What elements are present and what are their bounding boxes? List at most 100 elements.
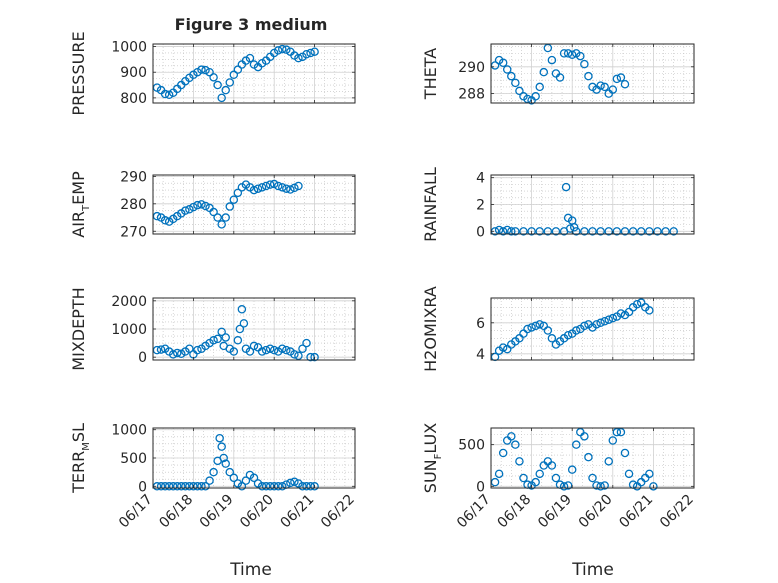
data-point — [205, 476, 214, 485]
y-tick-label: 800 — [120, 91, 147, 107]
y-tick-label: 0 — [476, 479, 485, 495]
y-tick-label: 500 — [120, 451, 147, 467]
data-point — [302, 482, 311, 491]
data-point — [559, 482, 569, 491]
y-axis-label: MIXDEPTH — [69, 287, 88, 370]
data-point — [551, 227, 561, 236]
data-point — [511, 78, 520, 88]
data-point — [221, 333, 230, 342]
data-point — [576, 51, 585, 61]
data-point — [221, 85, 230, 95]
data-point — [209, 336, 218, 345]
data-point — [213, 334, 222, 344]
data-point — [669, 227, 678, 236]
data-point — [632, 299, 642, 309]
data-point — [217, 327, 226, 337]
data-point — [221, 459, 230, 468]
data-point — [181, 206, 190, 215]
data-point — [294, 351, 303, 361]
data-point — [201, 201, 210, 211]
data-point — [282, 184, 291, 193]
data-point — [217, 220, 226, 229]
data-point — [278, 344, 287, 353]
y-tick-label: 2 — [476, 198, 485, 214]
data-point — [205, 67, 214, 77]
data-point — [563, 49, 573, 58]
data-point — [612, 427, 622, 437]
subplot-pressure: 800 900 1000 PRESSURE — [69, 31, 356, 116]
data-point — [584, 452, 593, 462]
data-point — [596, 482, 605, 491]
data-point — [229, 473, 239, 483]
data-point — [278, 183, 287, 192]
data-point — [507, 71, 516, 81]
data-point — [519, 329, 528, 338]
data-point — [310, 352, 319, 362]
data-point — [229, 70, 239, 80]
y-tick-label: 0 — [138, 350, 147, 366]
y-axis-label: SUNFLUX — [421, 423, 444, 493]
y-tick-label: 1000 — [111, 423, 147, 439]
data-point — [535, 320, 544, 329]
data-point — [164, 90, 174, 100]
data-point — [298, 344, 307, 353]
data-point — [494, 469, 504, 479]
data-point — [193, 482, 202, 491]
data-point — [563, 481, 573, 490]
data-point — [233, 65, 243, 74]
data-point — [539, 461, 549, 470]
axes-frame — [490, 297, 695, 361]
data-point — [201, 482, 210, 491]
data-point — [225, 467, 235, 477]
axes-frame — [490, 427, 695, 489]
axes-frame — [152, 43, 356, 104]
data-point — [185, 482, 194, 491]
data-point — [294, 53, 303, 63]
data-point — [273, 46, 283, 55]
data-point — [225, 202, 235, 211]
data-point — [213, 80, 222, 90]
subplot-rainfall: 0 2 4 RAINFALL — [421, 167, 695, 242]
data-point — [156, 345, 166, 354]
data-point — [172, 348, 182, 358]
x-tick-label: 06/20 — [237, 492, 277, 532]
data-point — [519, 227, 528, 236]
data-point — [653, 227, 662, 236]
data-point — [164, 482, 174, 491]
data-point — [215, 433, 224, 443]
data-point — [261, 181, 271, 191]
data-point — [219, 453, 228, 463]
data-point — [278, 44, 287, 54]
subplot-theta: 288 290 THETA — [421, 43, 695, 105]
data-point — [580, 227, 589, 236]
data-point — [531, 321, 540, 331]
data-point — [273, 482, 283, 491]
data-point — [612, 227, 622, 236]
data-point — [645, 306, 654, 315]
data-point — [269, 345, 279, 355]
data-point — [628, 227, 638, 236]
data-point — [580, 432, 589, 441]
subplot-grid: 800 900 1000 PRESSURE 288 290 THETA 270 280 290 AI… — [69, 31, 697, 531]
data-point — [294, 181, 303, 191]
x-tick-label: 06/19 — [197, 492, 237, 532]
data-point — [197, 200, 206, 209]
data-point — [576, 427, 585, 437]
data-point — [282, 345, 291, 355]
data-point — [596, 81, 605, 90]
data-point — [310, 482, 319, 491]
data-point — [498, 343, 508, 352]
data-point — [498, 448, 508, 458]
y-tick-label: 270 — [120, 224, 147, 240]
x-tick-label: 06/19 — [535, 492, 575, 532]
data-point — [580, 321, 589, 331]
data-point — [608, 313, 618, 323]
data-point — [572, 440, 581, 449]
y-tick-label: 4 — [476, 347, 485, 363]
data-point — [225, 78, 235, 87]
y-tick-label: 288 — [458, 87, 485, 103]
data-point — [584, 71, 593, 81]
data-point — [645, 469, 654, 479]
data-point — [604, 315, 613, 324]
data-point — [572, 326, 581, 335]
